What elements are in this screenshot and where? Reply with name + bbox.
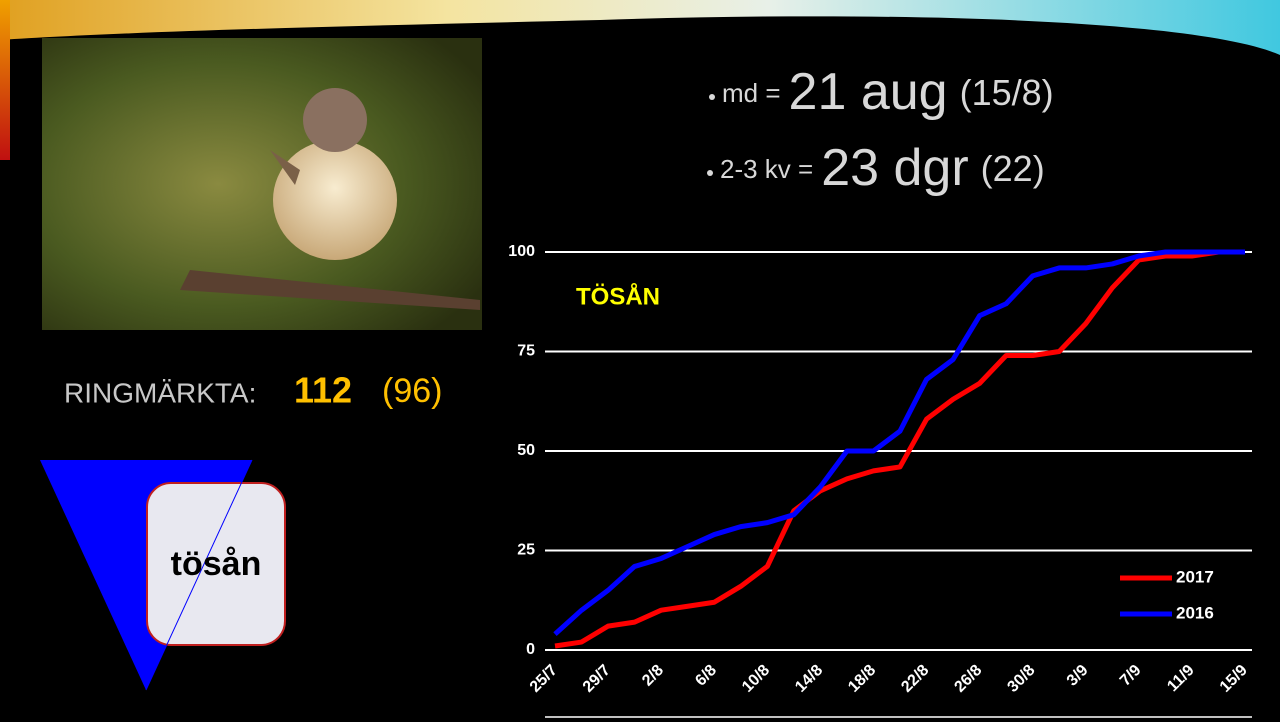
bullet-value: 23 dgr <box>821 139 968 197</box>
y-tick-label: 50 <box>517 442 535 459</box>
photo <box>42 38 482 330</box>
ringed-label: RINGMÄRKTA: <box>64 377 256 408</box>
slide: tösån RINGMÄRKTA: 112 (96) md = 21 aug (15… <box>0 0 1280 722</box>
ringed-value: 112 <box>294 370 352 411</box>
legend-label: 2016 <box>1176 603 1214 622</box>
logo-text: tösån <box>171 545 262 583</box>
y-tick-label: 75 <box>517 343 535 360</box>
bullet-value: 21 aug <box>789 63 948 121</box>
y-tick-label: 0 <box>526 641 535 658</box>
side-band <box>0 0 10 160</box>
bullet-dot <box>707 170 713 176</box>
bullet-previous: (22) <box>981 148 1045 189</box>
y-tick-label: 100 <box>508 243 535 260</box>
bullet-dot <box>709 94 715 100</box>
annotation: TÖSÅN <box>576 282 660 310</box>
bullet-label: 2-3 kv = <box>720 154 813 184</box>
legend-label: 2017 <box>1176 567 1214 586</box>
page: {"bullets": [ {"label": "md =", "value":… <box>0 0 1280 722</box>
bullet-previous: (15/8) <box>960 72 1054 113</box>
bullet-label: md = <box>722 78 781 108</box>
y-tick-label: 25 <box>517 542 535 559</box>
ringed-previous: (96) <box>382 372 442 410</box>
